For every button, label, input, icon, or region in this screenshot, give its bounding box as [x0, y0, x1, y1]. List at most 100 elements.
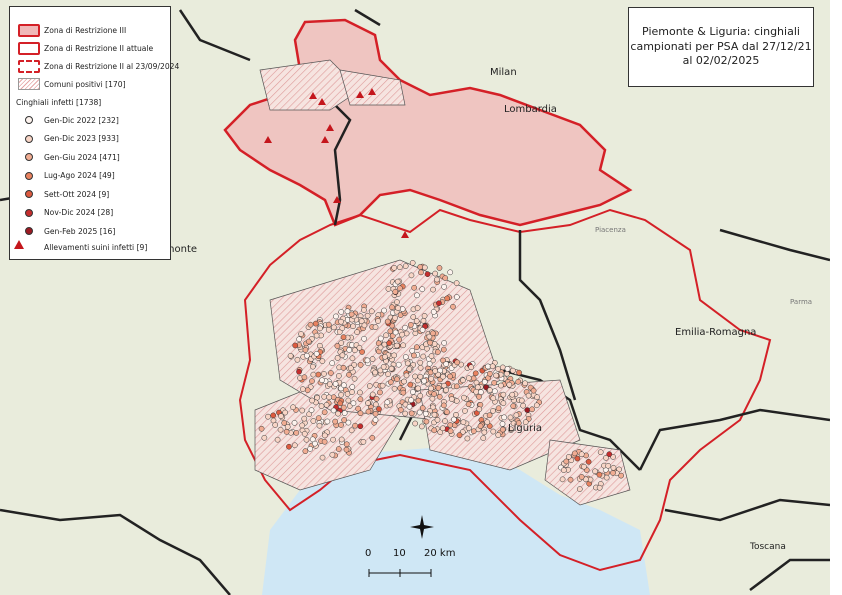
infected-boar-point	[396, 336, 403, 343]
infected-boar-point	[481, 429, 488, 436]
infected-boar-point	[444, 295, 450, 302]
infected-boar-point	[392, 329, 399, 336]
legend-label: Nov-Dic 2024 [28]	[44, 208, 114, 217]
infected-boar-point	[490, 428, 497, 435]
infected-boar-point	[610, 454, 616, 460]
infected-boar-point	[330, 436, 336, 443]
infected-boar-point	[309, 397, 315, 404]
infected-boar-point	[578, 474, 585, 480]
infected-boar-point	[434, 276, 440, 283]
infected-boar-point	[456, 432, 463, 439]
positive-municipality-area	[259, 59, 361, 111]
infected-boar-point	[585, 458, 592, 465]
legend-point-6: Gen-Feb 2025 [16]	[14, 224, 115, 238]
legend-label: Lug-Ago 2024 [49]	[44, 171, 115, 180]
infected-boar-point	[402, 263, 409, 269]
infected-boar-point	[472, 370, 479, 377]
infected-boar-point	[336, 373, 342, 379]
legend-group-label: Cinghiali infetti [1738]	[16, 97, 102, 107]
infected-farm-marker	[401, 231, 409, 238]
circle-icon	[25, 227, 33, 235]
infected-boar-point	[507, 414, 514, 421]
circle-icon	[25, 190, 33, 198]
label-piacenza: Piacenza	[595, 226, 626, 234]
infected-boar-point	[282, 409, 289, 416]
infected-boar-point	[391, 264, 398, 271]
infected-boar-point	[314, 394, 320, 401]
infected-boar-point	[473, 388, 480, 395]
infected-boar-point	[440, 346, 447, 353]
infected-boar-point	[369, 391, 376, 398]
infected-farm-marker	[356, 91, 364, 98]
infected-boar-point	[380, 363, 387, 370]
legend-positive-municipalities: Comuni positivi [170]	[14, 77, 126, 91]
infected-boar-point	[576, 486, 583, 492]
infected-boar-point	[610, 470, 616, 476]
legend-label: Gen-Giu 2024 [471]	[44, 152, 120, 162]
infected-boar-point	[415, 385, 421, 392]
infected-boar-point	[326, 394, 332, 401]
infected-boar-point	[504, 370, 510, 377]
infected-boar-point	[349, 384, 356, 390]
infected-boar-point	[470, 375, 477, 382]
infected-boar-point	[357, 423, 364, 430]
infected-farm-marker	[318, 98, 326, 105]
infected-boar-point	[265, 413, 271, 420]
infected-boar-point	[499, 421, 506, 427]
circle-icon	[25, 171, 33, 180]
north-arrow-icon	[410, 515, 434, 539]
infected-boar-point	[365, 400, 371, 406]
infected-boar-point	[450, 303, 456, 310]
infected-boar-point	[361, 307, 367, 313]
infected-boar-point	[310, 371, 317, 378]
infected-boar-point	[356, 344, 363, 351]
label-milan: Milan	[490, 67, 517, 78]
infected-boar-point	[329, 360, 336, 366]
zone-restriction-iii	[223, 18, 633, 227]
infected-boar-point	[360, 438, 367, 445]
infected-boar-point	[440, 402, 447, 409]
infected-boar-point	[291, 419, 298, 426]
infected-boar-point	[332, 381, 339, 387]
infected-boar-point	[316, 422, 323, 429]
infected-boar-point	[344, 308, 351, 315]
infected-boar-point	[441, 283, 447, 290]
infected-boar-point	[411, 352, 417, 359]
infected-boar-point	[274, 436, 281, 443]
legend-label: Sett-Ott 2024 [9]	[44, 189, 110, 199]
infected-boar-point	[340, 334, 347, 341]
infected-boar-point	[417, 373, 424, 380]
infected-boar-point	[298, 331, 304, 337]
infected-boar-point	[350, 400, 357, 407]
infected-boar-point	[480, 435, 487, 441]
infected-boar-point	[443, 361, 449, 367]
legend-label: Gen-Feb 2025 [16]	[44, 226, 116, 236]
infected-boar-point	[348, 311, 355, 318]
infected-boar-point	[486, 412, 493, 419]
infected-boar-point	[428, 385, 434, 392]
infected-boar-point	[520, 402, 526, 409]
infected-boar-point	[491, 379, 497, 386]
infected-boar-point	[409, 347, 416, 354]
infected-boar-point	[293, 430, 300, 436]
infected-boar-point	[335, 446, 342, 452]
infected-boar-point	[406, 366, 413, 372]
infected-boar-point	[323, 402, 330, 408]
infected-boar-point	[477, 423, 484, 430]
infected-boar-point	[361, 322, 368, 329]
zone-ii-swatch	[18, 41, 40, 55]
circle-icon	[25, 134, 33, 143]
zone-ii-dashed-swatch	[18, 59, 40, 73]
infected-boar-point	[303, 436, 310, 443]
infected-boar-point	[366, 383, 373, 389]
infected-boar-point	[453, 280, 460, 286]
infected-boar-point	[375, 318, 381, 324]
infected-boar-point	[301, 374, 308, 381]
infected-boar-point	[317, 325, 323, 332]
infected-boar-point	[500, 391, 507, 398]
infected-boar-point	[420, 353, 427, 360]
infected-boar-point	[510, 403, 517, 409]
legend-label: Zona di Restrizione II al 23/09/2024	[44, 61, 180, 71]
